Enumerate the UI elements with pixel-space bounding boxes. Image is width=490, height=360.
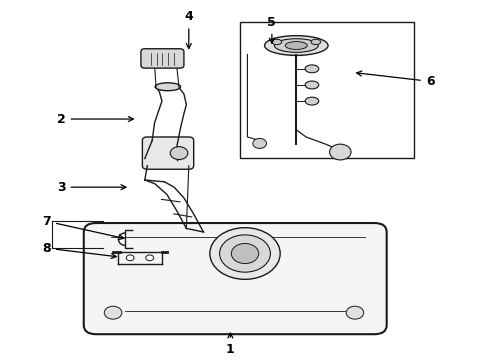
Ellipse shape xyxy=(285,41,307,49)
Circle shape xyxy=(346,306,364,319)
Circle shape xyxy=(330,144,351,160)
Circle shape xyxy=(170,147,188,159)
Ellipse shape xyxy=(272,39,282,45)
Text: 3: 3 xyxy=(57,181,126,194)
Ellipse shape xyxy=(305,81,319,89)
Text: 5: 5 xyxy=(268,16,276,43)
Text: 1: 1 xyxy=(226,333,235,356)
Text: 8: 8 xyxy=(42,242,116,258)
Text: 7: 7 xyxy=(42,215,123,240)
Circle shape xyxy=(253,138,267,148)
Ellipse shape xyxy=(305,65,319,73)
Ellipse shape xyxy=(274,39,318,52)
Ellipse shape xyxy=(265,36,328,55)
FancyBboxPatch shape xyxy=(84,223,387,334)
Circle shape xyxy=(231,243,259,264)
Text: 6: 6 xyxy=(357,71,435,88)
Circle shape xyxy=(126,255,134,261)
Text: 4: 4 xyxy=(184,10,193,49)
Ellipse shape xyxy=(311,39,321,45)
Circle shape xyxy=(210,228,280,279)
Bar xyxy=(240,22,414,158)
Ellipse shape xyxy=(305,97,319,105)
FancyBboxPatch shape xyxy=(143,137,194,169)
Circle shape xyxy=(220,235,270,272)
Circle shape xyxy=(146,255,154,261)
Text: 2: 2 xyxy=(57,113,133,126)
Circle shape xyxy=(104,306,122,319)
FancyBboxPatch shape xyxy=(141,49,184,68)
Ellipse shape xyxy=(155,83,180,91)
